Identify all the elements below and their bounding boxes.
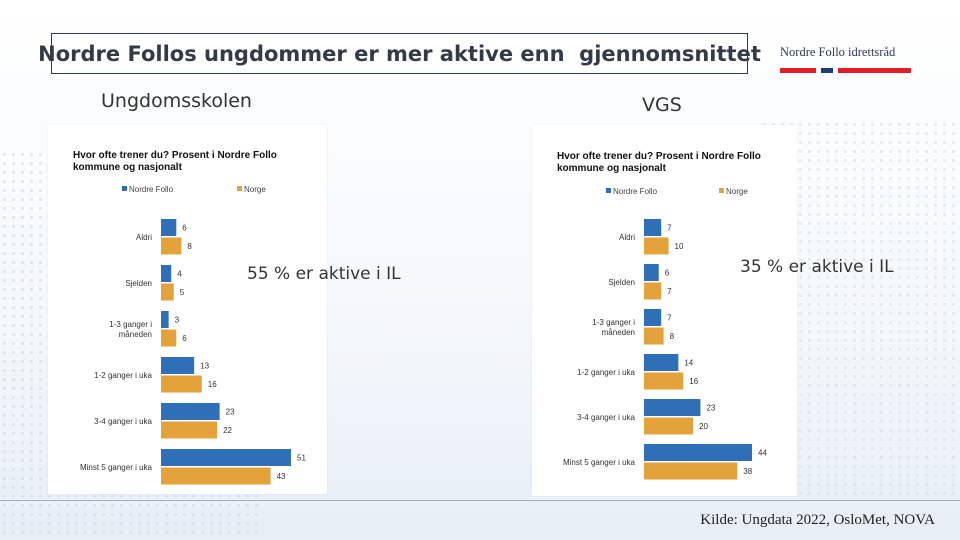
- category-label-3-0: 1-2 ganger i uka: [577, 368, 635, 377]
- data-label-nordre-follo-4: 23: [706, 404, 715, 413]
- bar-nordre-follo-4: [161, 403, 220, 420]
- bar-norge-4: [161, 421, 218, 439]
- data-label-nordre-follo-1: 6: [665, 269, 670, 278]
- bar-norge-0: [161, 237, 182, 255]
- bar-norge-2: [161, 329, 177, 347]
- chart-title-line-2: kommune og nasjonalt: [557, 163, 667, 174]
- data-label-nordre-follo-5: 44: [758, 449, 767, 458]
- data-label-norge-2: 8: [670, 332, 675, 341]
- chart-ungdomsskolen: Hvor ofte trener du? Prosent i Nordre Fo…: [73, 150, 306, 485]
- bar-norge-0: [644, 237, 669, 255]
- category-label-4-0: 3-4 ganger i uka: [577, 413, 635, 422]
- data-label-nordre-follo-0: 6: [182, 224, 187, 233]
- data-label-norge-1: 7: [667, 287, 672, 296]
- bar-norge-3: [644, 372, 684, 390]
- bar-nordre-follo-2: [644, 309, 662, 326]
- brand-bar-red-right: [838, 68, 911, 73]
- chart-panel-vgs: Hvor ofte trener du? Prosent i Nordre Fo…: [532, 125, 797, 496]
- chart-panel-ungdomsskolen: Hvor ofte trener du? Prosent i Nordre Fo…: [48, 125, 327, 494]
- legend-swatch-norge: [719, 188, 724, 193]
- data-label-norge-1: 5: [180, 288, 185, 297]
- category-label-2-1: måneden: [119, 330, 152, 339]
- category-label-0-0: Aldri: [136, 233, 152, 242]
- data-label-norge-4: 22: [223, 426, 232, 435]
- brand-bar-navy: [821, 68, 833, 73]
- data-label-nordre-follo-2: 3: [175, 316, 180, 325]
- footer-divider: [0, 500, 960, 501]
- category-label-1-0: Sjelden: [125, 279, 152, 288]
- legend-label-nordre-follo: Nordre Follo: [613, 187, 658, 196]
- bar-nordre-follo-5: [644, 444, 752, 461]
- bar-norge-1: [161, 283, 174, 301]
- section-label-ungdomsskolen: Ungdomsskolen: [101, 90, 252, 112]
- bar-nordre-follo-1: [161, 265, 172, 282]
- bar-nordre-follo-4: [644, 399, 701, 416]
- data-label-nordre-follo-1: 4: [177, 270, 182, 279]
- bar-norge-3: [161, 375, 202, 393]
- category-label-0-0: Aldri: [619, 233, 635, 242]
- chart-vgs: Hvor ofte trener du? Prosent i Nordre Fo…: [557, 151, 767, 480]
- data-label-norge-3: 16: [689, 377, 698, 386]
- data-label-nordre-follo-4: 23: [226, 408, 235, 417]
- bar-nordre-follo-0: [644, 219, 662, 236]
- legend-swatch-nordre-follo: [606, 188, 611, 193]
- slide-title-box: Nordre Follos ungdommer er mer aktive en…: [38, 33, 761, 74]
- data-label-norge-5: 38: [743, 467, 752, 476]
- brand-name: Nordre Follo idrettsråd: [780, 45, 896, 59]
- category-label-3-0: 1-2 ganger i uka: [94, 371, 152, 380]
- data-label-nordre-follo-3: 14: [684, 359, 693, 368]
- category-label-1-0: Sjelden: [608, 278, 635, 287]
- legend-label-norge: Norge: [244, 185, 266, 194]
- data-label-nordre-follo-3: 13: [200, 362, 209, 371]
- slide-title: Nordre Follos ungdommer er mer aktive en…: [38, 41, 761, 66]
- category-label-2-0: 1-3 ganger i: [592, 318, 635, 327]
- category-label-2-1: måneden: [602, 328, 635, 337]
- bar-nordre-follo-0: [161, 219, 177, 236]
- chart-title-line-1: Hvor ofte trener du? Prosent i Nordre Fo…: [73, 150, 277, 161]
- data-label-nordre-follo-2: 7: [667, 314, 672, 323]
- legend-swatch-nordre-follo: [122, 186, 127, 191]
- bar-nordre-follo-2: [161, 311, 169, 328]
- data-label-norge-3: 16: [208, 380, 217, 389]
- category-label-5-0: Minst 5 ganger i uka: [80, 463, 153, 472]
- bar-norge-5: [161, 467, 271, 485]
- bar-norge-2: [644, 327, 664, 345]
- data-label-norge-0: 8: [187, 242, 192, 251]
- data-label-norge-0: 10: [675, 242, 684, 251]
- annotation-vgs: 35 % er aktive i IL: [740, 257, 894, 277]
- bar-nordre-follo-5: [161, 449, 291, 466]
- brand-bar-red-left: [780, 68, 816, 73]
- legend-label-nordre-follo: Nordre Follo: [129, 185, 174, 194]
- annotation-ungdomsskolen: 55 % er aktive i IL: [247, 264, 401, 284]
- bar-nordre-follo-1: [644, 264, 659, 281]
- legend-swatch-norge: [237, 186, 242, 191]
- bar-nordre-follo-3: [644, 354, 679, 371]
- data-label-norge-2: 6: [182, 334, 187, 343]
- bar-norge-4: [644, 417, 694, 435]
- bar-nordre-follo-3: [161, 357, 195, 374]
- data-label-norge-4: 20: [699, 422, 708, 431]
- category-label-4-0: 3-4 ganger i uka: [94, 417, 152, 426]
- category-label-2-0: 1-3 ganger i: [109, 320, 152, 329]
- data-label-nordre-follo-0: 7: [667, 224, 672, 233]
- bar-norge-5: [644, 462, 738, 480]
- legend-label-norge: Norge: [726, 187, 748, 196]
- chart-title-line-1: Hvor ofte trener du? Prosent i Nordre Fo…: [557, 151, 761, 162]
- category-label-5-0: Minst 5 ganger i uka: [563, 458, 636, 467]
- source-text: Kilde: Ungdata 2022, OsloMet, NOVA: [700, 512, 935, 528]
- chart-title-line-2: kommune og nasjonalt: [73, 162, 183, 173]
- section-label-vgs: VGS: [642, 94, 682, 116]
- data-label-norge-5: 43: [277, 472, 286, 481]
- data-label-nordre-follo-5: 51: [297, 454, 306, 463]
- bar-norge-1: [644, 282, 662, 300]
